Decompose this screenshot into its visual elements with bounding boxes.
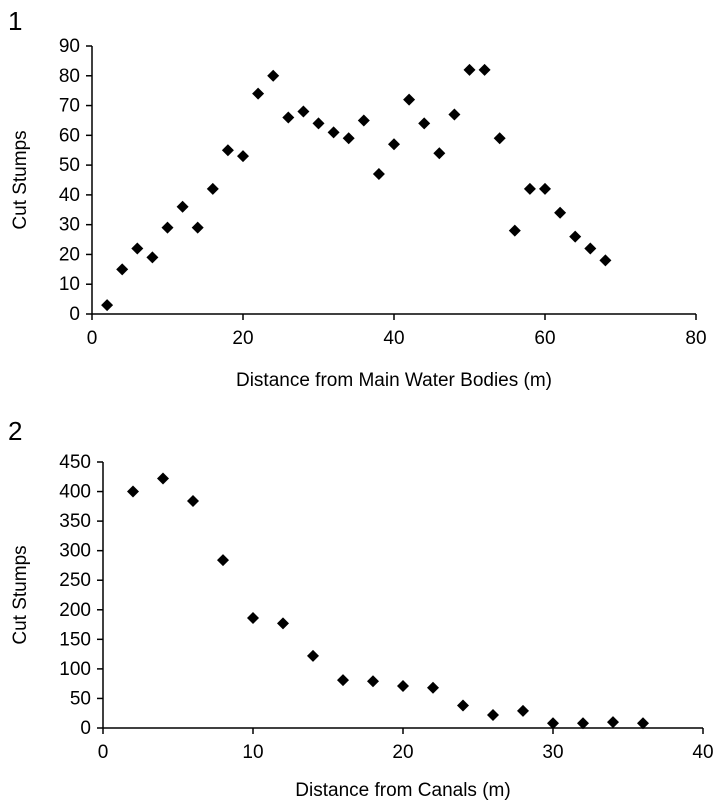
data-point — [397, 680, 409, 693]
x-tick-label: 40 — [383, 328, 404, 349]
data-point — [539, 182, 551, 195]
x-tick-label: 80 — [685, 328, 706, 349]
data-point — [607, 716, 619, 729]
data-point — [478, 63, 491, 76]
data-point — [282, 111, 295, 124]
data-point — [577, 717, 589, 730]
data-point — [457, 699, 469, 712]
data-point — [433, 147, 446, 160]
y-tick-label: 400 — [59, 482, 91, 503]
x-tick-label: 30 — [542, 742, 563, 763]
data-point — [599, 254, 612, 267]
y-tick-label: 20 — [59, 244, 80, 265]
y-tick-label: 450 — [59, 452, 91, 473]
data-point — [554, 206, 567, 219]
data-point — [247, 612, 259, 625]
data-point — [569, 230, 582, 243]
data-point — [508, 224, 521, 237]
data-point — [357, 114, 370, 127]
data-point — [337, 674, 349, 687]
x-tick-label: 20 — [232, 328, 253, 349]
data-point — [427, 681, 439, 694]
x-tick-label: 0 — [87, 328, 98, 349]
data-point — [187, 495, 199, 508]
data-point — [252, 87, 265, 100]
x-tick-label: 0 — [98, 742, 109, 763]
data-point — [157, 472, 169, 485]
panel-label: 1 — [8, 6, 23, 36]
data-point — [176, 200, 189, 213]
y-tick-label: 0 — [80, 718, 91, 739]
y-tick-label: 150 — [59, 629, 91, 650]
y-tick-label: 250 — [59, 570, 91, 591]
data-point — [463, 63, 476, 76]
y-tick-label: 100 — [59, 659, 91, 680]
data-point — [237, 150, 249, 163]
data-point — [206, 182, 219, 195]
y-tick-label: 200 — [59, 600, 91, 621]
data-point — [127, 485, 139, 498]
chart-panel-2: 2 0 50 100 150 200 250 300 350 400 450 0 10 20 30 40 Di… — [0, 410, 716, 802]
data-point — [523, 182, 536, 195]
x-tick-label: 20 — [392, 742, 413, 763]
data-point — [116, 263, 129, 276]
x-tick-label: 40 — [692, 742, 713, 763]
data-point — [221, 144, 234, 157]
y-tick-label: 30 — [59, 215, 80, 236]
data-point — [388, 138, 400, 151]
data-point — [307, 649, 319, 662]
x-tick-label: 60 — [534, 328, 555, 349]
x-axis-label: Distance from Main Water Bodies (m) — [236, 370, 552, 391]
panel-label: 2 — [8, 416, 23, 446]
data-point — [493, 132, 506, 145]
data-point — [418, 117, 431, 130]
data-point — [191, 221, 204, 234]
y-tick-label: 350 — [59, 511, 91, 532]
x-tick-label: 10 — [242, 742, 263, 763]
data-point — [327, 126, 340, 139]
data-point — [403, 93, 416, 106]
y-tick-label: 80 — [59, 66, 80, 87]
y-tick-label: 60 — [59, 125, 80, 146]
data-point — [367, 675, 379, 688]
y-tick-label: 0 — [69, 304, 80, 325]
y-tick-label: 40 — [59, 185, 80, 206]
y-tick-label: 50 — [59, 155, 80, 176]
data-point — [372, 168, 385, 181]
data-point — [131, 242, 144, 255]
y-tick-label: 90 — [59, 36, 80, 57]
data-point — [547, 717, 559, 730]
scatter-chart-2: 0 50 100 150 200 250 300 350 400 450 0 10 20 30 40 Dist… — [10, 452, 714, 801]
data-point — [217, 554, 229, 567]
data-point — [267, 69, 280, 82]
data-point — [161, 221, 174, 234]
y-tick-label: 70 — [59, 96, 80, 117]
y-axis-label: Cut Stumps — [10, 545, 31, 644]
data-point — [277, 617, 289, 630]
y-axis-label: Cut Stumps — [10, 130, 31, 229]
y-tick-label: 10 — [59, 274, 80, 295]
data-point — [312, 117, 325, 130]
data-point — [297, 105, 310, 118]
data-point — [517, 704, 529, 717]
data-point — [146, 251, 159, 264]
data-point — [637, 717, 649, 730]
chart-panel-1: 1 0 10 20 30 40 50 60 70 80 90 0 20 40 60 80 Distance f… — [0, 0, 716, 395]
x-axis-label: Distance from Canals (m) — [295, 780, 510, 801]
data-point — [101, 299, 114, 312]
data-point — [342, 132, 355, 145]
data-point — [448, 108, 461, 121]
y-tick-label: 300 — [59, 541, 91, 562]
y-tick-label: 50 — [70, 688, 91, 709]
data-point — [487, 708, 499, 721]
scatter-chart-1: 0 10 20 30 40 50 60 70 80 90 0 20 40 60 80 Distance fro… — [10, 36, 707, 391]
data-point — [584, 242, 597, 255]
